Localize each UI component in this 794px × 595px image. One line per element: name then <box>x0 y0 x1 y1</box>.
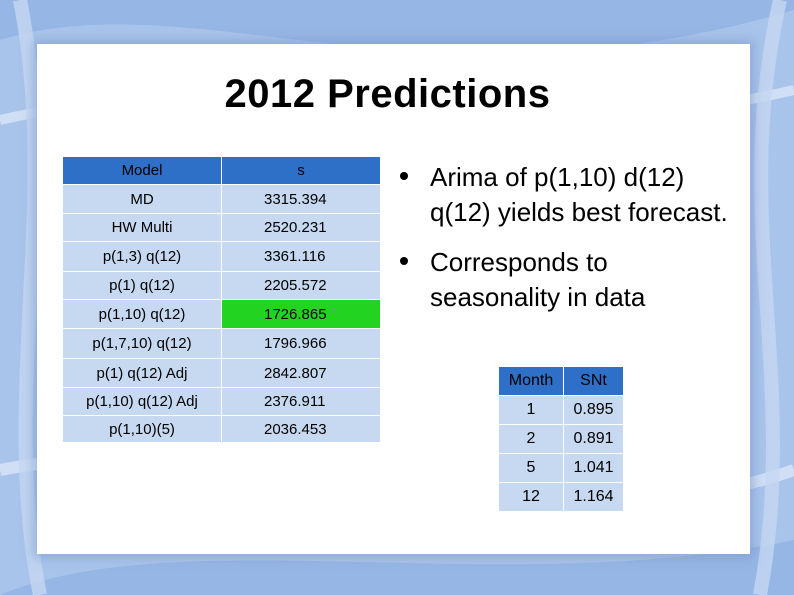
header-cell-month: Month <box>498 366 564 396</box>
snt-cell: 0.891 <box>563 424 624 454</box>
header-cell-s: s <box>221 156 381 185</box>
month-cell: 1 <box>498 395 564 425</box>
table-row: p(1,3) q(12) 3361.116 <box>62 241 381 272</box>
value-cell: 1726.865 <box>264 305 327 323</box>
slide-title: 2012 Predictions <box>224 72 551 116</box>
header-cell-model: Model <box>62 156 222 185</box>
table-row: p(1) q(12) Adj 2842.807 <box>62 358 381 388</box>
value-cell: 3361.116 <box>264 248 326 265</box>
table-row: p(1,10)(5) 2036.453 <box>62 415 381 443</box>
bullet-text: Arima of p(1,10) d(12) q(12) yields best… <box>430 162 728 227</box>
model-cell: MD <box>62 184 222 214</box>
table-row: 12 1.164 <box>498 482 624 512</box>
predictions-table: Model s MD 3315.394 HW Multi 2520.231 p(… <box>62 156 381 443</box>
table-header-row: Model s <box>62 156 381 185</box>
table-row: 5 1.041 <box>498 453 624 483</box>
seasonality-table: Month SNt 1 0.895 2 0.891 5 1.041 12 1.1… <box>498 366 624 512</box>
value-cell: 2376.911 <box>264 393 326 410</box>
model-cell: p(1,10)(5) <box>62 415 222 443</box>
month-cell: 12 <box>498 482 564 512</box>
header-cell-snt: SNt <box>563 366 624 396</box>
bullet-item: Arima of p(1,10) d(12) q(12) yields best… <box>400 160 730 230</box>
model-cell: p(1) q(12) Adj <box>62 358 222 388</box>
table-row: p(1) q(12) 2205.572 <box>62 271 381 300</box>
highlighted-value-cell: 1726.865 <box>221 299 381 329</box>
table-header-row: Month SNt <box>498 366 624 396</box>
table-row-best: p(1,10) q(12) 1726.865 <box>62 299 381 329</box>
table-row: 1 0.895 <box>498 395 624 425</box>
model-cell: p(1,10) q(12) Adj <box>62 387 222 416</box>
table-row: HW Multi 2520.231 <box>62 213 381 242</box>
bullet-list: Arima of p(1,10) d(12) q(12) yields best… <box>400 160 730 315</box>
snt-cell: 1.041 <box>563 453 624 483</box>
bullet-item: Corresponds to seasonality in data <box>400 245 730 315</box>
value-cell: 3315.394 <box>264 190 327 208</box>
model-cell: p(1,10) q(12) <box>62 299 222 329</box>
table-row: 2 0.891 <box>498 424 624 454</box>
snt-cell: 0.895 <box>563 395 624 425</box>
model-cell: p(1,3) q(12) <box>62 241 222 272</box>
snt-cell: 1.164 <box>563 482 624 512</box>
value-cell: 2520.231 <box>264 219 327 236</box>
model-cell: p(1) q(12) <box>62 271 222 300</box>
model-cell: HW Multi <box>62 213 222 242</box>
bullet-dot-icon <box>400 172 408 180</box>
value-cell: 2036.453 <box>264 420 327 438</box>
bullet-text: Corresponds to seasonality in data <box>430 247 646 312</box>
model-cell: p(1,7,10) q(12) <box>62 328 222 359</box>
value-cell: 1796.966 <box>264 335 327 352</box>
bullet-dot-icon <box>400 257 408 265</box>
month-cell: 5 <box>498 453 564 483</box>
month-cell: 2 <box>498 424 564 454</box>
value-cell: 2842.807 <box>264 364 327 382</box>
table-row: p(1,10) q(12) Adj 2376.911 <box>62 387 381 416</box>
table-row: p(1,7,10) q(12) 1796.966 <box>62 328 381 359</box>
value-cell: 2205.572 <box>264 277 327 294</box>
table-row: MD 3315.394 <box>62 184 381 214</box>
